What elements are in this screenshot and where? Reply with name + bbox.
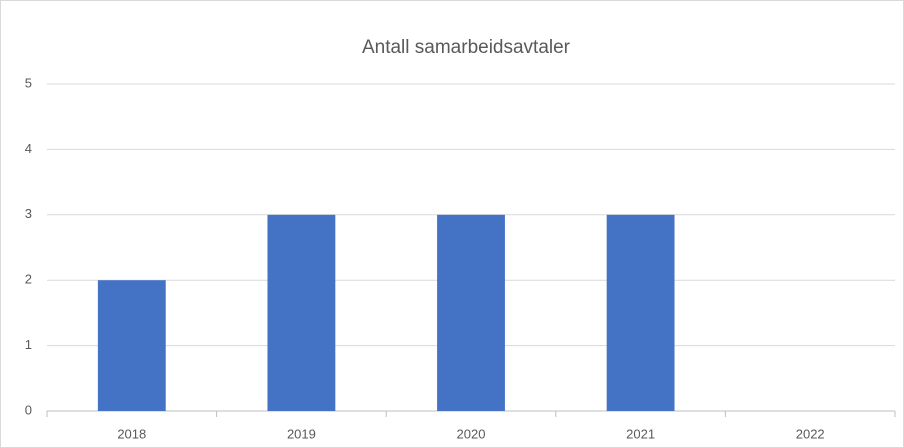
- x-tick-label: 2018: [117, 426, 146, 441]
- x-tick-label: 2019: [287, 426, 316, 441]
- y-tick-label: 4: [25, 141, 32, 156]
- y-tick-label: 1: [25, 337, 32, 352]
- x-tick-label: 2020: [457, 426, 486, 441]
- y-tick-label: 0: [25, 402, 32, 417]
- y-tick-label: 2: [25, 272, 32, 287]
- y-tick-label: 3: [25, 206, 32, 221]
- chart-title: Antall samarbeidsavtaler: [362, 37, 571, 58]
- bar: [97, 280, 166, 411]
- bar: [606, 214, 675, 411]
- x-tick-label: 2021: [626, 426, 655, 441]
- y-tick-label: 5: [25, 75, 32, 90]
- bar: [267, 214, 336, 411]
- x-tick-label: 2022: [796, 426, 825, 441]
- bar: [437, 214, 505, 411]
